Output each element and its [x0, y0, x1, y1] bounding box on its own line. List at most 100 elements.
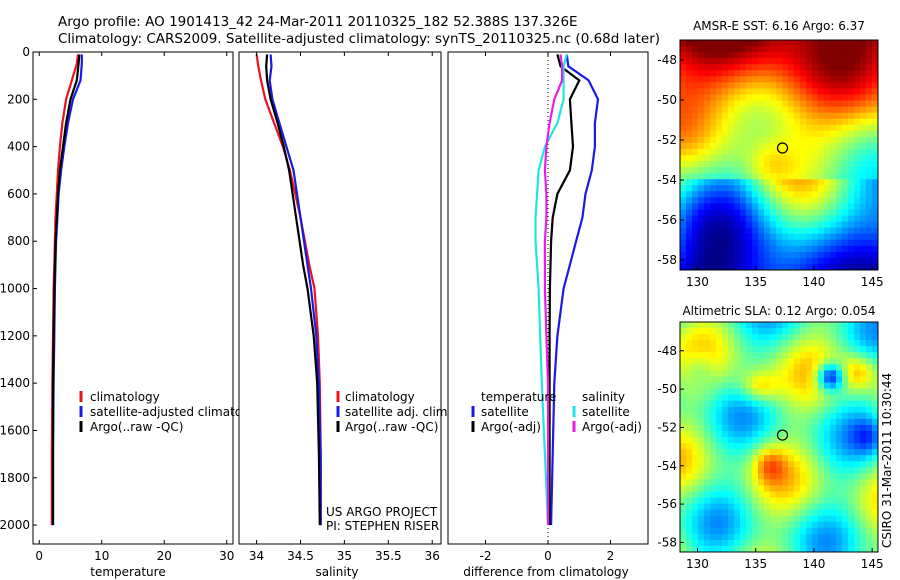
heatmap-cell: [704, 491, 711, 499]
heatmap-cell: [812, 263, 819, 270]
heatmap-cell: [686, 412, 693, 420]
heatmap-cell: [818, 497, 825, 505]
heatmap-cell: [752, 328, 759, 335]
heatmap-cell: [740, 322, 747, 329]
heatmap-cell: [854, 70, 861, 77]
heatmap-cell: [818, 424, 825, 432]
heatmap-cell: [686, 352, 693, 359]
heatmap-cell: [860, 418, 867, 426]
heatmap-cell: [812, 161, 819, 168]
heatmap-cell: [788, 136, 795, 144]
heatmap-cell: [848, 485, 855, 493]
heatmap-cell: [758, 527, 765, 535]
heatmap-cell: [734, 46, 741, 53]
sla-heatmap: [680, 322, 878, 552]
heatmap-cell: [800, 179, 807, 186]
heatmap-cell: [764, 328, 771, 335]
heatmap-cell: [872, 239, 878, 247]
heatmap-cell: [734, 167, 741, 174]
heatmap-cell: [842, 251, 849, 259]
heatmap-cell: [704, 539, 711, 547]
heatmap-cell: [860, 461, 867, 468]
heatmap-cell: [854, 251, 861, 259]
heatmap-cell: [812, 406, 819, 414]
heatmap-cell: [704, 257, 711, 265]
heatmap-cell: [740, 46, 747, 53]
heatmap-cell: [698, 545, 705, 552]
heatmap-cell: [842, 334, 849, 341]
heatmap-cell: [704, 239, 711, 247]
heatmap-cell: [698, 58, 705, 65]
heatmap-cell: [722, 124, 729, 132]
heatmap-cell: [872, 221, 878, 229]
heatmap-cell: [704, 209, 711, 217]
heatmap-cell: [782, 406, 789, 414]
heatmap-cell: [752, 376, 759, 384]
heatmap-cell: [692, 221, 699, 229]
heatmap-cell: [872, 94, 878, 102]
heatmap-cell: [710, 100, 717, 108]
heatmap-cell: [824, 130, 831, 138]
heatmap-cell: [752, 118, 759, 126]
heatmap-cell: [680, 400, 687, 408]
heatmap-cell: [758, 52, 765, 59]
heatmap-cell: [830, 179, 837, 186]
heatmap-cell: [692, 179, 699, 186]
heatmap-cell: [806, 473, 813, 480]
heatmap-cell: [716, 461, 723, 468]
heatmap-cell: [704, 52, 711, 59]
heatmap-cell: [728, 521, 735, 529]
heatmap-cell: [800, 358, 807, 365]
heatmap-cell: [776, 527, 783, 535]
heatmap-cell: [788, 382, 795, 390]
heatmap-cell: [716, 257, 723, 265]
heatmap-cell: [866, 539, 873, 547]
heatmap-cell: [716, 527, 723, 535]
heatmap-cell: [716, 94, 723, 102]
heatmap-cell: [842, 491, 849, 499]
heatmap-cell: [770, 100, 777, 108]
heatmap-cell: [710, 124, 717, 132]
heatmap-cell: [710, 185, 717, 192]
heatmap-cell: [860, 136, 867, 144]
heatmap-cell: [842, 352, 849, 359]
heatmap-cell: [794, 418, 801, 426]
heatmap-cell: [722, 509, 729, 517]
heatmap-cell: [722, 185, 729, 192]
heatmap-cell: [746, 130, 753, 138]
heatmap-cell: [812, 179, 819, 186]
y-tick-label: -50: [657, 93, 677, 107]
heatmap-cell: [794, 503, 801, 511]
heatmap-cell: [764, 437, 771, 444]
heatmap-cell: [722, 64, 729, 71]
heatmap-cell: [842, 406, 849, 414]
heatmap-cell: [860, 64, 867, 71]
y-tick-label: -54: [657, 459, 677, 473]
heatmap-cell: [680, 358, 687, 365]
heatmap-cell: [782, 64, 789, 71]
heatmap-cell: [746, 191, 753, 198]
heatmap-cell: [698, 142, 705, 150]
heatmap-cell: [782, 443, 789, 450]
heatmap-cell: [692, 148, 699, 156]
heatmap-cell: [704, 58, 711, 65]
heatmap-cell: [794, 197, 801, 205]
heatmap-cell: [854, 46, 861, 53]
heatmap-cell: [800, 233, 807, 241]
heatmap-cell: [776, 515, 783, 523]
heatmap-cell: [734, 485, 741, 493]
heatmap-cell: [692, 376, 699, 384]
heatmap-cell: [692, 197, 699, 205]
heatmap-cell: [872, 227, 878, 235]
heatmap-cell: [698, 130, 705, 138]
heatmap-cell: [728, 251, 735, 259]
heatmap-cell: [836, 364, 843, 372]
heatmap-cell: [824, 112, 831, 120]
y-tick-label: 1000: [0, 282, 30, 296]
y-tick-label: 400: [7, 140, 30, 154]
heatmap-cell: [728, 82, 735, 90]
heatmap-cell: [716, 161, 723, 168]
heatmap-cell: [740, 406, 747, 414]
heatmap-cell: [818, 382, 825, 390]
heatmap-cell: [806, 485, 813, 493]
